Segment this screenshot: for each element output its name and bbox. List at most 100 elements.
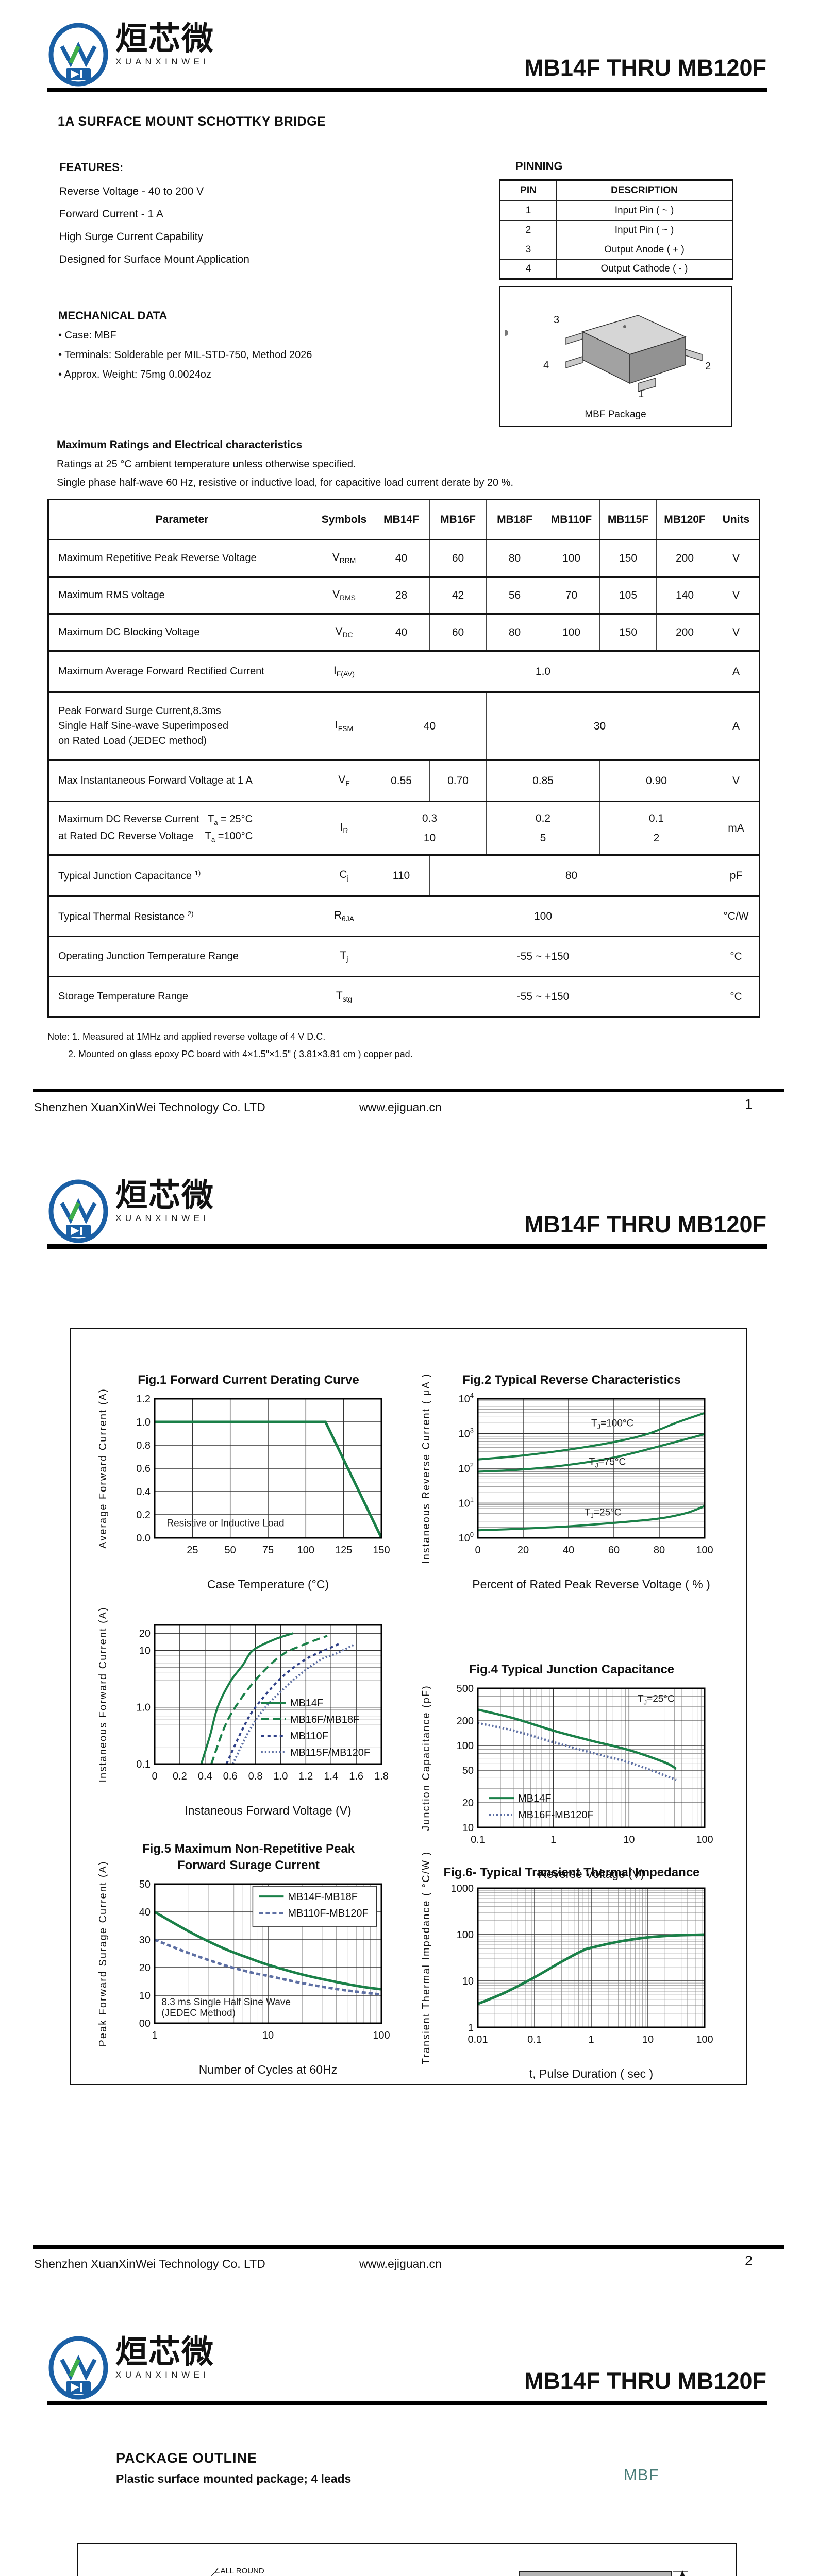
logo-emblem-icon: [48, 1179, 108, 1243]
ratings-header-row: Parameter Symbols MB14F MB16F MB18F MB11…: [48, 499, 760, 540]
ratings-sub2: Single phase half-wave 60 Hz, resistive …: [57, 477, 514, 488]
svg-text:TJ=100°C: TJ=100°C: [591, 1418, 633, 1431]
note-1: Note: 1. Measured at 1MHz and applied re…: [47, 1031, 326, 1042]
svg-text:150: 150: [373, 1545, 390, 1556]
package-figure: 3 4 2 1 MBF Package: [499, 286, 732, 427]
svg-text:0.1: 0.1: [527, 2034, 542, 2045]
svg-text:0.8: 0.8: [136, 1440, 151, 1451]
cell: 150: [599, 539, 657, 578]
cell: 110: [373, 854, 430, 897]
cell: Input Pin ( ~ ): [556, 220, 733, 240]
feature-item: Reverse Voltage - 40 to 200 V: [59, 185, 204, 197]
logo-emblem-icon: [48, 23, 108, 87]
cell: Units: [713, 499, 760, 540]
cell: MB16F: [429, 499, 487, 540]
cell: IF(AV): [315, 650, 373, 693]
logo-en-text: XUANXINWEI: [115, 57, 210, 67]
ratings-heading: Maximum Ratings and Electrical character…: [57, 439, 303, 451]
package-outline-sub: Plastic surface mounted package; 4 leads: [116, 2472, 352, 2485]
cell: 60: [429, 613, 487, 652]
package-outline-heading: PACKAGE OUTLINE: [116, 2450, 258, 2466]
svg-text:100: 100: [297, 1545, 314, 1556]
svg-text:Resistive or Inductive Load: Resistive or Inductive Load: [166, 1518, 284, 1529]
cell: 150: [599, 613, 657, 652]
cell: Maximum Average Forward Rectified Curren…: [48, 650, 315, 693]
pin-label-1: 1: [638, 388, 644, 400]
footer-site: www.ejiguan.cn: [359, 2257, 442, 2270]
ratings-sub1: Ratings at 25 °C ambient temperature unl…: [57, 459, 356, 470]
fig1-forward-current-derating-curve: 25 50 75 100 125 150 0.0 0.2 0.4 0.6 0.8 1.0 1.2 Case…: [94, 1388, 403, 1598]
mech-item: • Case: MBF: [58, 330, 116, 341]
svg-text:10: 10: [623, 1834, 635, 1845]
svg-text:Reverse Voltage (V): Reverse Voltage (V): [538, 1867, 644, 1880]
ratings-table: Parameter Symbols MB14F MB16F MB18F MB11…: [47, 499, 760, 1018]
svg-text:103: 103: [459, 1427, 474, 1440]
table-row: Maximum DC Blocking Voltage VDC 40 60 80…: [48, 613, 760, 652]
svg-text:1000: 1000: [451, 1883, 474, 1894]
datasheet-page-1: 烜芯微 XUANXINWEI MB14F THRU MB120F 1A SURF…: [0, 0, 818, 1157]
cell: VF: [315, 759, 373, 802]
svg-text:25: 25: [187, 1545, 198, 1556]
cell: VDC: [315, 613, 373, 652]
cell: 40: [373, 539, 430, 578]
cell: 1.0: [373, 650, 713, 693]
svg-text:60: 60: [608, 1545, 620, 1556]
svg-text:Average Forward Current (A): Average Forward Current (A): [97, 1388, 109, 1549]
cell: Storage Temperature Range: [48, 976, 315, 1018]
cell: 200: [656, 613, 713, 652]
cell: 56: [486, 576, 543, 615]
cell: Output Cathode ( - ): [556, 259, 733, 279]
svg-text:1.0: 1.0: [136, 1702, 151, 1714]
svg-text:50: 50: [462, 1765, 474, 1776]
table-row: Max Instantaneous Forward Voltage at 1 A…: [48, 759, 760, 802]
cell: MB18F: [486, 499, 543, 540]
cell: 100: [543, 539, 600, 578]
svg-text:50: 50: [225, 1545, 236, 1556]
fig3-forward-characteristics: 0 0.2 0.4 0.6 0.8 1.0 1.2 1.4 1.6 1.8 0.1 1.0 10 20 In…: [94, 1606, 403, 1824]
logo-cn-text: 烜芯微: [115, 1178, 215, 1213]
svg-text:10: 10: [139, 1645, 151, 1656]
cell: Max Instantaneous Forward Voltage at 1 A: [48, 759, 315, 802]
dim-label-allround: ∠ALL ROUND: [213, 2567, 264, 2575]
cell: 0.85: [486, 759, 600, 802]
svg-text:(JEDEC Method): (JEDEC Method): [161, 2008, 236, 2019]
svg-text:0.4: 0.4: [198, 1771, 212, 1782]
package-end-view: [519, 2570, 688, 2576]
fig4-typical-junction-capacitance: 0.1 1 10 100 10 20 50 100 200 500 Reverse Voltage …: [417, 1683, 726, 1888]
datasheet-page-3: 烜芯微 XUANXINWEI MB14F THRU MB120F PACKAGE…: [0, 2313, 818, 2576]
svg-text:MB110F-MB120F: MB110F-MB120F: [288, 1908, 368, 1919]
cell: V: [713, 759, 760, 802]
svg-text:104: 104: [459, 1392, 474, 1405]
pinning-table: PIN DESCRIPTION 1 Input Pin ( ~ ) 2 Input P…: [499, 179, 733, 280]
cell: 105: [599, 576, 657, 615]
svg-text:MB16F-MB120F: MB16F-MB120F: [518, 1809, 594, 1821]
svg-text:MB14F: MB14F: [290, 1698, 323, 1709]
mbf-package-3d-sketch: [505, 315, 703, 393]
svg-text:10: 10: [642, 2034, 654, 2045]
cell: V: [713, 613, 760, 652]
cell: 4: [499, 259, 557, 279]
cell: 80: [486, 613, 543, 652]
table-row: Maximum Average Forward Rectified Curren…: [48, 650, 760, 693]
table-row: Peak Forward Surge Current,8.3ms Single …: [48, 691, 760, 761]
cell: Typical Thermal Resistance 2): [48, 895, 315, 937]
cell: 80: [429, 854, 713, 897]
svg-text:500: 500: [457, 1683, 474, 1694]
cell: Output Anode ( + ): [556, 240, 733, 260]
mech-item: • Terminals: Solderable per MIL-STD-750,…: [58, 349, 312, 361]
svg-text:100: 100: [457, 1929, 474, 1941]
cell: 40: [373, 691, 487, 761]
pin-label-4: 4: [543, 360, 549, 371]
svg-text:TJ=75°C: TJ=75°C: [589, 1456, 626, 1469]
svg-text:0.1: 0.1: [136, 1759, 151, 1770]
cell: Maximum RMS voltage: [48, 576, 315, 615]
cell: 200: [656, 539, 713, 578]
page-number: 1: [745, 1096, 753, 1112]
svg-text:1: 1: [468, 2022, 474, 2033]
cell: °C: [713, 936, 760, 977]
cell: Parameter: [48, 499, 315, 540]
logo-en-text: XUANXINWEI: [115, 1213, 210, 1224]
svg-text:100: 100: [696, 1545, 713, 1556]
cell: Peak Forward Surge Current,8.3ms Single …: [48, 691, 315, 761]
fig2-title: Fig.2 Typical Reverse Characteristics: [462, 1373, 681, 1387]
